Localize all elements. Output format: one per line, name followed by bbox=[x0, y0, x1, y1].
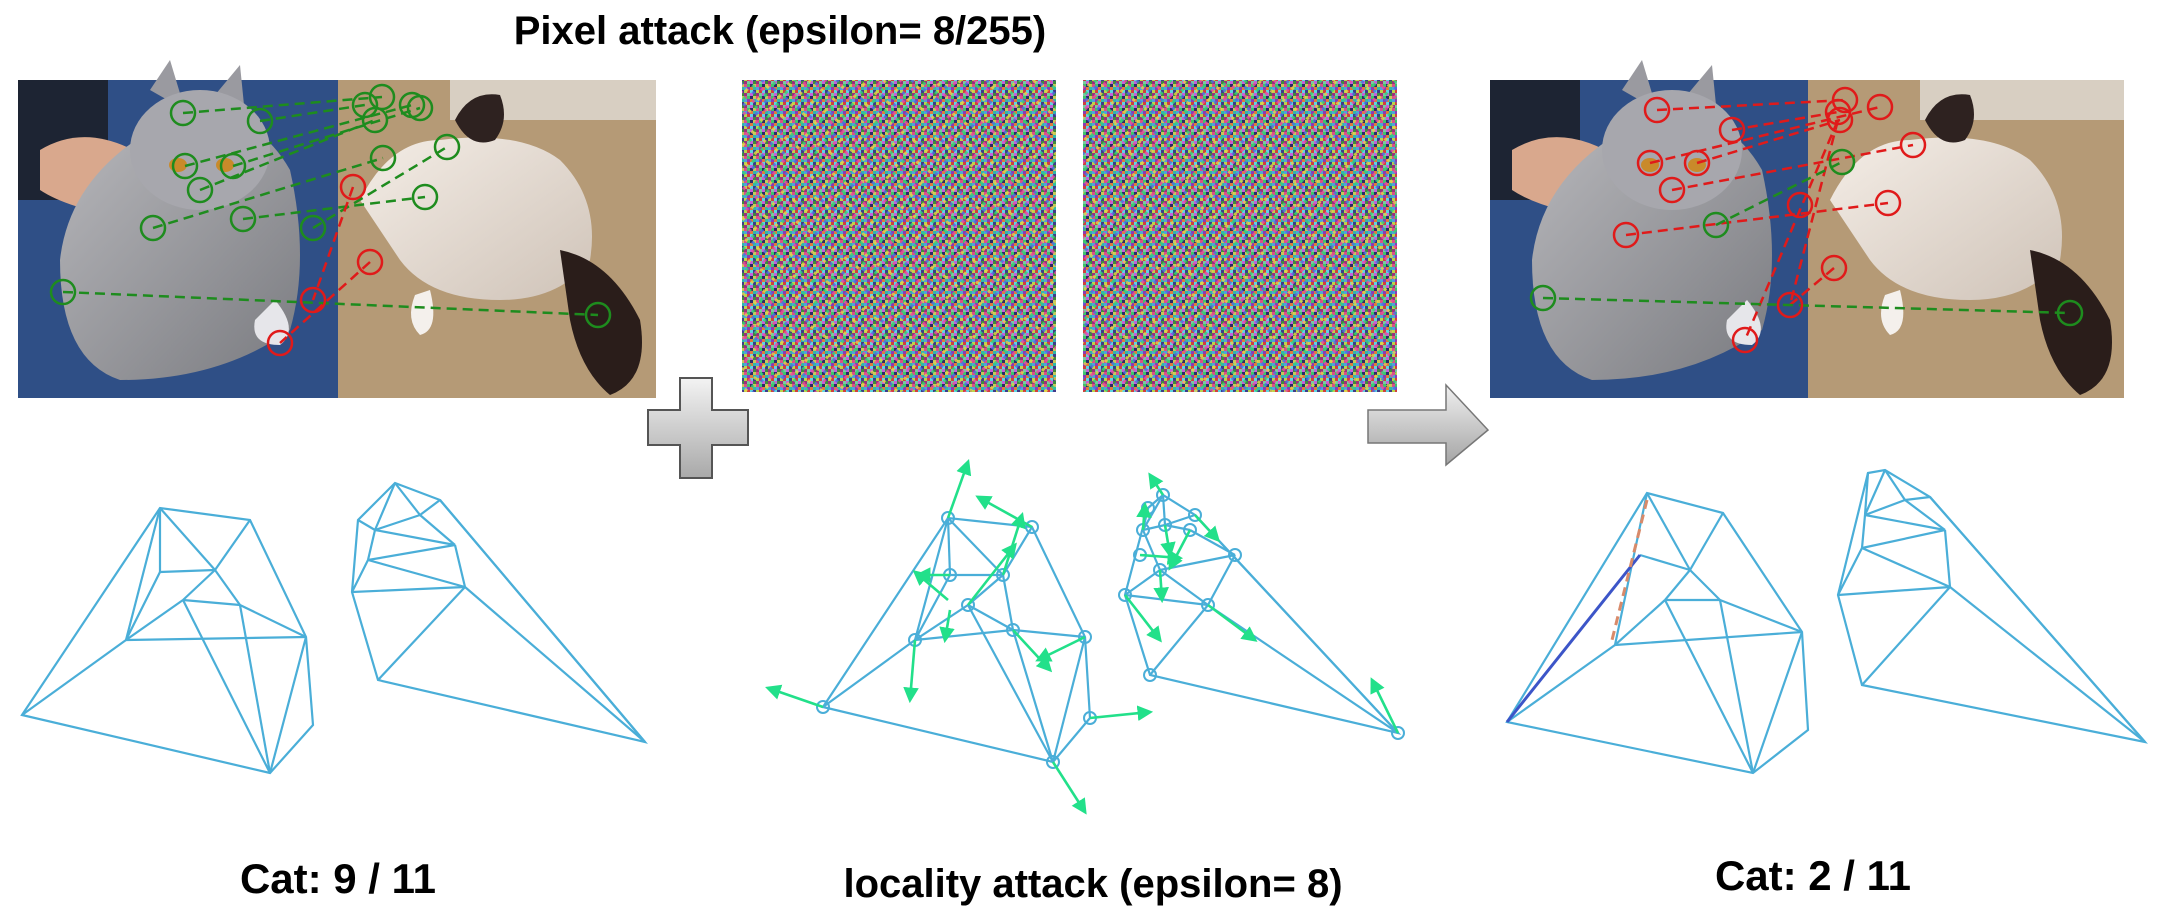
clean-photo-pair bbox=[18, 60, 656, 398]
attacked-mesh-left bbox=[1505, 491, 1810, 775]
pixel-noise-left bbox=[742, 80, 1056, 392]
attacked-photo-siamese-cat bbox=[1808, 80, 2124, 398]
pixel-attack-title: Pixel attack (epsilon= 8/255) bbox=[514, 9, 1046, 53]
attacked-mesh-highlight-edge bbox=[1505, 554, 1642, 723]
attacked-score-label: Cat: 2 / 11 bbox=[1715, 852, 1911, 899]
clean-photo-siamese-cat bbox=[338, 80, 656, 398]
attack-mesh-left-nodes bbox=[816, 511, 1097, 769]
attack-mesh-left bbox=[821, 516, 1092, 764]
pixel-noise-right bbox=[1083, 80, 1397, 392]
clean-mesh-left bbox=[20, 506, 315, 775]
right-arrow-icon bbox=[1367, 383, 1490, 467]
attacked-photo-pair bbox=[1490, 60, 2124, 398]
clean-score-label: Cat: 9 / 11 bbox=[240, 855, 436, 902]
attacked-photo-grey-cat bbox=[1490, 60, 1808, 398]
attack-arrows-left bbox=[765, 459, 1154, 815]
clean-matches bbox=[49, 83, 612, 357]
clean-photo-grey-cat bbox=[18, 60, 338, 398]
clean-mesh-right bbox=[350, 481, 648, 744]
attack-mesh-right-nodes bbox=[1118, 488, 1405, 740]
attacked-mesh-right bbox=[1836, 468, 2148, 744]
plus-icon bbox=[647, 377, 749, 479]
attack-arrows-right bbox=[1123, 472, 1400, 734]
locality-attack-label: locality attack (epsilon= 8) bbox=[843, 862, 1342, 906]
attacked-mesh-dashed-edge bbox=[1610, 499, 1649, 641]
attacked-matches bbox=[1529, 86, 2084, 354]
